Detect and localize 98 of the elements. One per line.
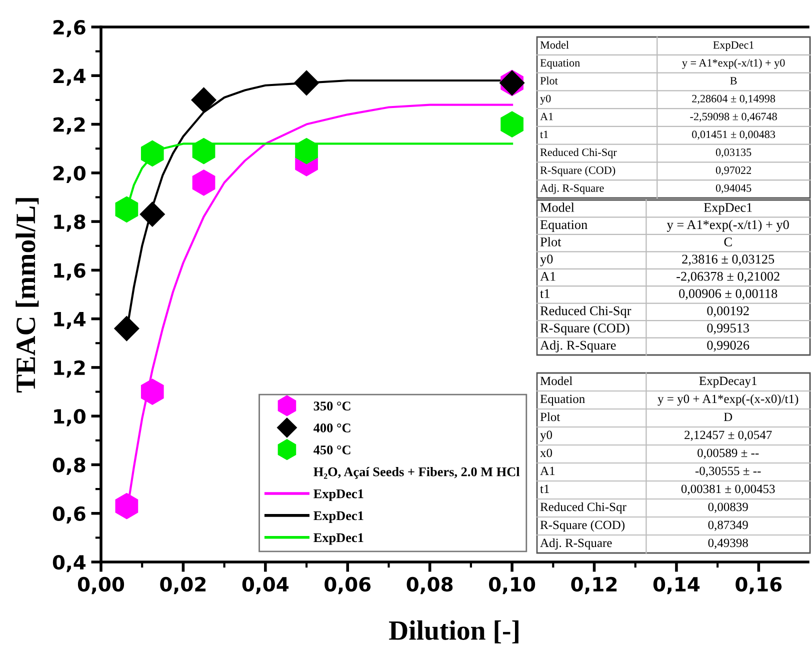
annotation: D (724, 412, 732, 422)
annotation: R-Square (COD) (540, 520, 625, 532)
annotation: R-Square (COD) (540, 166, 616, 176)
y-tick-label: 1,6 (54, 263, 86, 280)
point (192, 138, 216, 164)
y-tick-label: 1,0 (54, 409, 86, 426)
y-tick-label: 2,2 (54, 117, 85, 134)
y-tick-label: 0,4 (52, 554, 86, 572)
legend-label: 350 °C (314, 402, 350, 410)
y-tick-label: 1,2 (54, 360, 85, 378)
annotation: Equation (540, 394, 585, 406)
annotation: 0,87349 (708, 520, 748, 531)
x-tick-label: 0,08 (406, 576, 453, 594)
annotation: Model (540, 376, 572, 386)
legend-label: 450 °C (314, 445, 350, 454)
point (115, 196, 138, 223)
annotation: 2,3816 ± 0,03125 (682, 254, 774, 266)
annotation: 0,99513 (707, 324, 750, 334)
x-tick-label: 0,06 (324, 576, 371, 594)
y-tick-label: 2,6 (54, 20, 86, 38)
point (140, 201, 166, 228)
annotation: A1 (540, 466, 555, 476)
annotation: 0,49398 (708, 538, 748, 549)
x-tick-label: 0,00 (78, 576, 124, 594)
legend-label: ExpDec1 (314, 489, 364, 501)
point (114, 316, 140, 342)
y-tick-label: 1,4 (54, 312, 86, 329)
annotation: B (730, 77, 737, 84)
annotation: Adj. R-Square (540, 340, 616, 352)
annotation: 0,01451 ± 0,00483 (692, 130, 776, 140)
annotation: Plot (540, 412, 560, 422)
annotation: y0 (540, 430, 552, 442)
annotation: y = A1*exp(-x/t1) + y0 (666, 220, 789, 232)
annotation: ExpDec1 (704, 203, 752, 215)
annotation: Equation (540, 59, 580, 69)
annotation: 0,00589 ± -- (698, 448, 759, 459)
annotation: y0 (540, 94, 551, 105)
y-tick-label: 2,4 (54, 68, 86, 86)
point (115, 492, 138, 520)
annotation: 0,00839 (708, 502, 748, 513)
annotation: A1 (540, 272, 556, 281)
annotation: 0,97022 (716, 166, 752, 176)
annotation: t1 (540, 484, 549, 494)
annotation: y0 (540, 254, 553, 266)
annotation: -2,59098 ± 0,46748 (690, 112, 777, 122)
x-axis-title: Dilution [-] (389, 620, 518, 644)
annotation: y = y0 + A1*exp(-(x-x0)/t1) (658, 394, 798, 406)
annotation: R-Square (COD) (540, 323, 630, 336)
annotation: -0,30555 ± -- (695, 466, 761, 477)
point (140, 378, 164, 405)
annotation: x0 (540, 448, 552, 458)
y-tick-label: 2,0 (54, 166, 86, 184)
annotation: Reduced Chi-Sqr (540, 502, 626, 514)
annotation: Reduced Chi-Sqr (540, 306, 632, 318)
annotation: t1 (540, 130, 548, 138)
annotation: 0,00906 ± 0,00118 (679, 289, 778, 300)
annotation: Adj. R-Square (540, 538, 612, 550)
annotation: 0,00192 (707, 306, 749, 318)
point (190, 87, 217, 113)
legend-label: ExpDec1 (314, 511, 364, 523)
x-tick-label: 0,10 (488, 576, 536, 594)
annotation: t1 (540, 289, 550, 298)
x-tick-label: 0,04 (242, 576, 289, 594)
x-tick-label: 0,12 (571, 576, 617, 594)
x-tick-label: 0,02 (160, 576, 206, 594)
legend-label: ExpDec1 (314, 533, 364, 545)
y-axis-title: TEAC [mmol/L] (16, 198, 39, 392)
y-tick-label: 0,6 (52, 506, 86, 524)
annotation: 2,12457 ± 0,0547 (684, 430, 772, 441)
annotation: ExpDecay1 (699, 376, 757, 388)
annotation: Plot (540, 76, 558, 85)
annotation: ExpDec1 (713, 41, 754, 51)
point (140, 140, 164, 167)
annotation: Reduced Chi-Sqr (540, 148, 617, 158)
annotation: y = A1*exp(-x/t1) + y0 (682, 58, 785, 69)
annotation: -2,06378 ± 0,21002 (676, 272, 780, 283)
x-tick-label: 0,16 (736, 576, 782, 594)
annotation: 0,94045 (716, 184, 752, 194)
point (294, 70, 320, 96)
annotation: Model (540, 40, 569, 49)
legend-label: 400 °C (314, 424, 350, 432)
point (295, 138, 318, 164)
annotation: Equation (540, 220, 588, 232)
annotation: Adj. R-Square (540, 184, 604, 194)
annotation: 0,00381 ± 0,00453 (681, 484, 775, 495)
annotation: 2,28604 ± 0,14998 (692, 94, 776, 104)
annotation: C (724, 237, 732, 246)
x-tick-label: 0,14 (653, 576, 700, 594)
annotation: Plot (540, 237, 562, 246)
annotation: Model (540, 202, 574, 212)
y-tick-label: 1,8 (54, 214, 86, 232)
annotation: 0,03135 (716, 148, 752, 158)
annotation: A1 (540, 112, 553, 120)
y-tick-label: 0,8 (52, 458, 86, 475)
legend-title: H₂O, Açaí Seeds + Fibers, 2.0 M HCl (314, 467, 520, 479)
point (192, 169, 216, 196)
annotation: 0,99026 (707, 340, 750, 352)
point (500, 111, 524, 138)
